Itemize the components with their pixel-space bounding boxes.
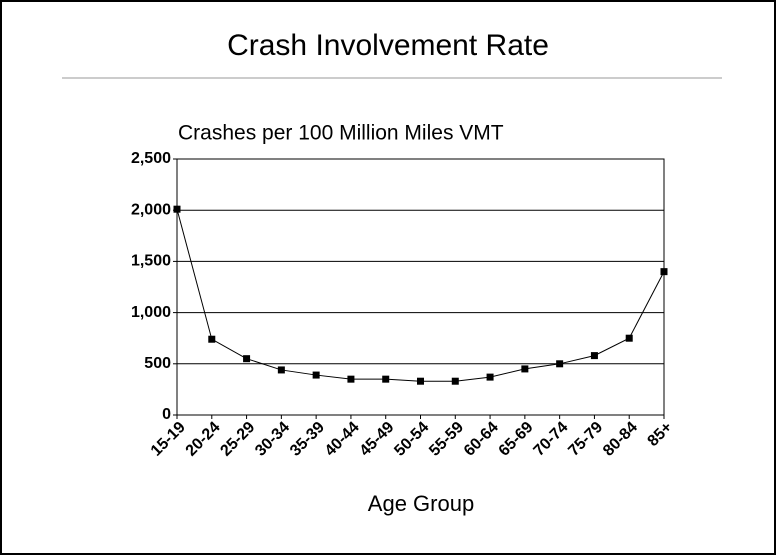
y-tick-label: 2,000 xyxy=(131,201,171,218)
point-marker xyxy=(347,375,355,383)
point-marker xyxy=(486,373,494,381)
y-axis-title: Crashes per 100 Million Miles VMT xyxy=(178,122,504,145)
point-marker xyxy=(590,352,598,360)
y-tick-label: 2,500 xyxy=(131,150,171,167)
point-marker xyxy=(625,334,633,342)
point-marker xyxy=(208,335,216,343)
y-tick-label: 1,500 xyxy=(131,253,171,270)
point-marker xyxy=(382,375,390,383)
point-marker xyxy=(660,268,668,276)
point-marker xyxy=(417,377,424,385)
chart-title: Crash Involvement Rate xyxy=(227,29,549,62)
point-marker xyxy=(556,360,564,368)
x-axis-title: Age Group xyxy=(368,491,474,516)
point-marker xyxy=(277,366,285,374)
y-tick-label: 1,000 xyxy=(131,304,171,321)
y-tick-label: 500 xyxy=(144,355,171,372)
point-marker xyxy=(243,355,251,363)
y-tick-label: 0 xyxy=(162,406,171,423)
point-marker xyxy=(173,205,181,213)
point-marker xyxy=(521,365,529,373)
point-marker xyxy=(312,371,320,379)
point-marker xyxy=(451,377,459,385)
